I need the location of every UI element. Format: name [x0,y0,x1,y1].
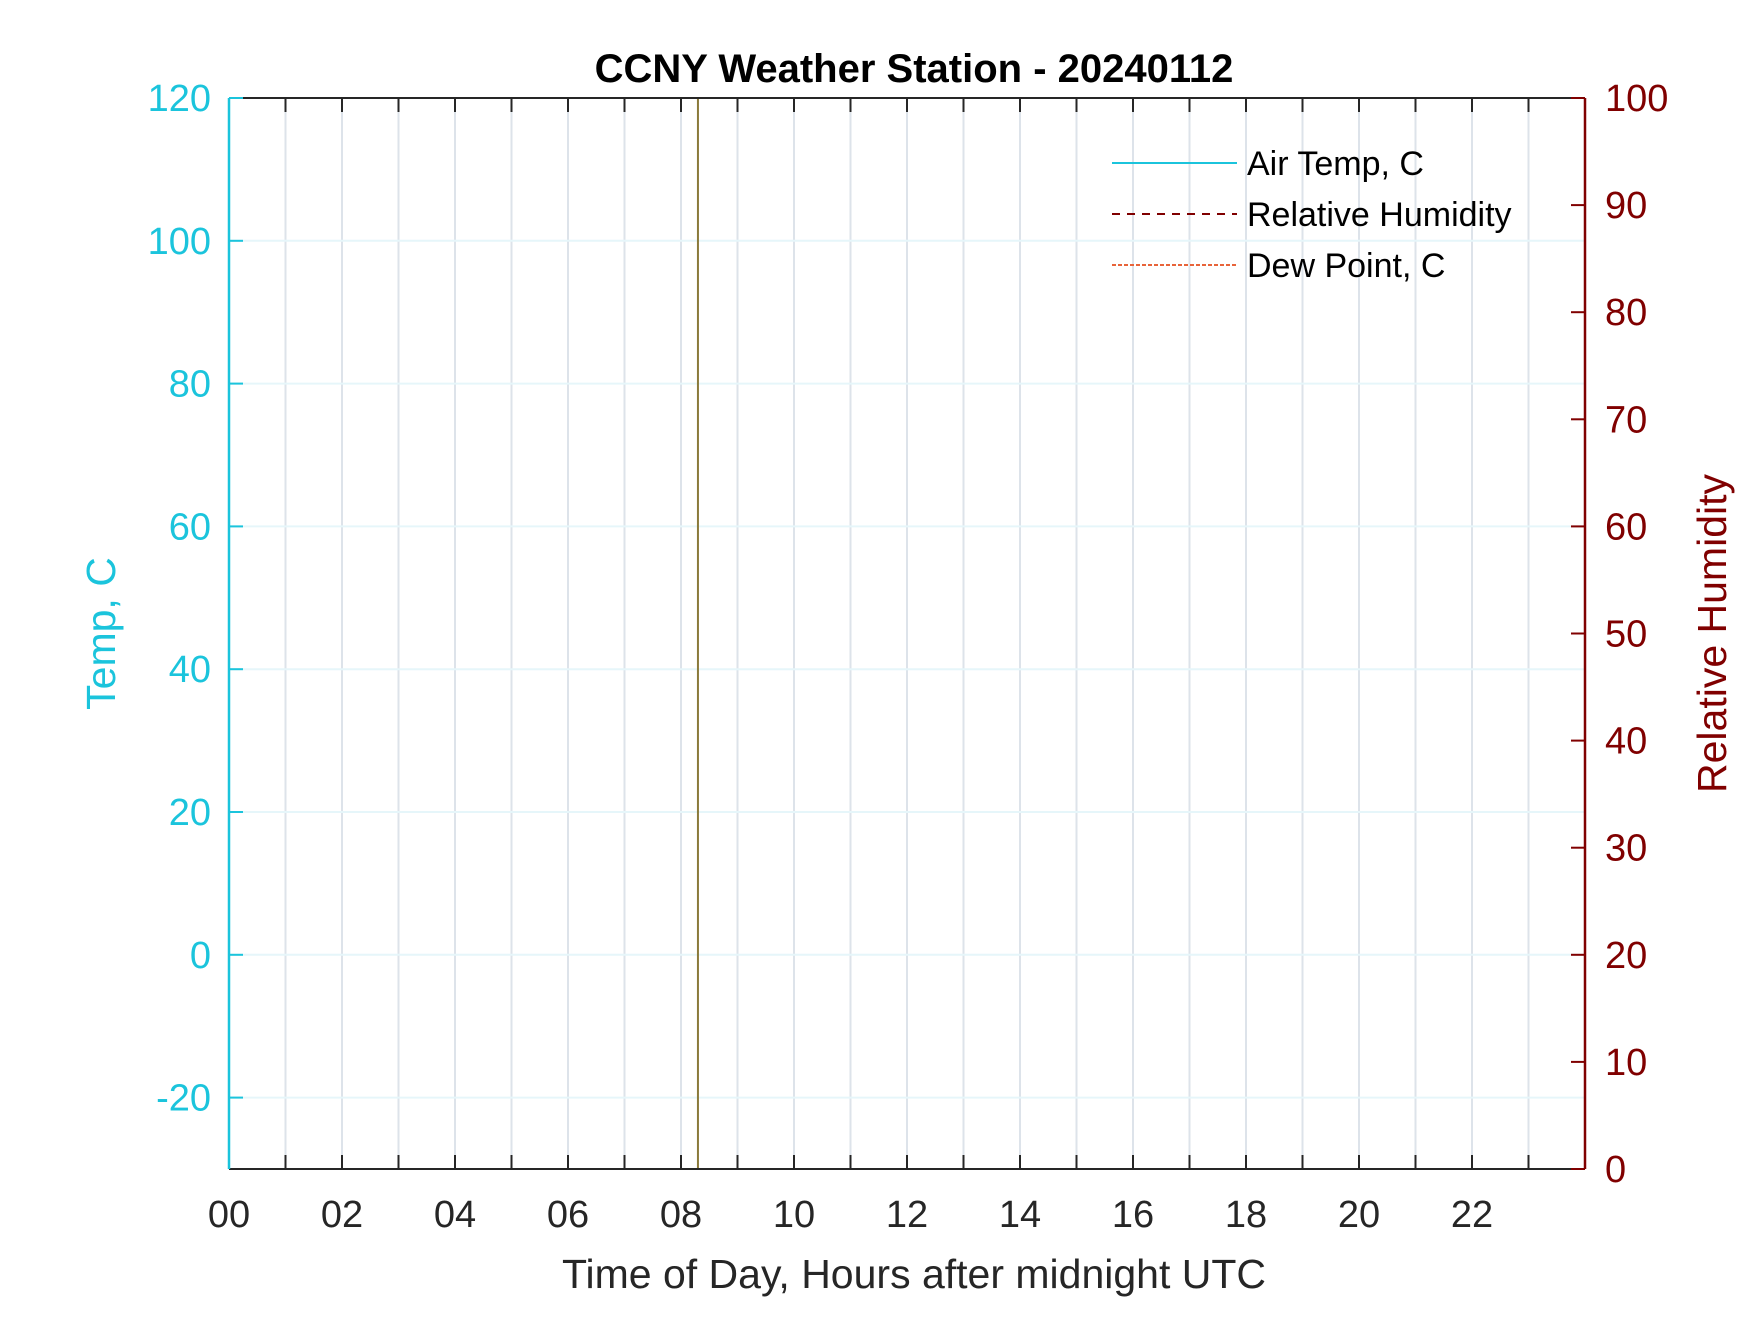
y-right-tick-label: 40 [1605,721,1647,763]
x-tick-label: 06 [547,1194,589,1236]
y-right-tick-label: 30 [1605,828,1647,870]
y-left-tick-label: 60 [169,506,211,548]
x-tick-label: 10 [773,1194,815,1236]
legend-label: Dew Point, C [1247,247,1445,285]
x-axis-label: Time of Day, Hours after midnight UTC [562,1251,1266,1297]
y-right-tick-label: 100 [1605,78,1668,120]
legend-label: Relative Humidity [1247,196,1512,234]
y-left-tick-label: 20 [169,792,211,834]
x-tick-label: 02 [321,1194,363,1236]
y-axis-left-label: Temp, C [78,557,124,710]
y-left-tick-label: 0 [190,935,211,977]
y-right-tick-label: 70 [1605,399,1647,441]
x-tick-label: 04 [434,1194,476,1236]
x-tick-label: 12 [886,1194,928,1236]
y-left-tick-label: -20 [156,1078,211,1120]
y-left-tick-label: 100 [148,221,211,263]
x-tick-label: 14 [999,1194,1041,1236]
y-left-tick-label: 40 [169,649,211,691]
legend-label: Air Temp, C [1247,145,1424,183]
y-axis-right-label: Relative Humidity [1689,474,1735,793]
x-tick-label: 08 [660,1194,702,1236]
y-right-tick-label: 10 [1605,1042,1647,1084]
y-right-tick-label: 50 [1605,614,1647,656]
y-right-tick-label: 90 [1605,185,1647,227]
y-right-tick-label: 80 [1605,292,1647,334]
x-tick-label: 16 [1112,1194,1154,1236]
y-left-tick-label: 120 [148,78,211,120]
y-left-tick-label: 80 [169,364,211,406]
x-tick-label: 00 [208,1194,250,1236]
x-tick-label: 20 [1338,1194,1380,1236]
chart-title: CCNY Weather Station - 20240112 [595,47,1234,91]
x-tick-label: 22 [1451,1194,1493,1236]
y-right-tick-label: 20 [1605,935,1647,977]
x-tick-label: 18 [1225,1194,1267,1236]
y-right-tick-label: 0 [1605,1149,1626,1191]
y-right-tick-label: 60 [1605,506,1647,548]
